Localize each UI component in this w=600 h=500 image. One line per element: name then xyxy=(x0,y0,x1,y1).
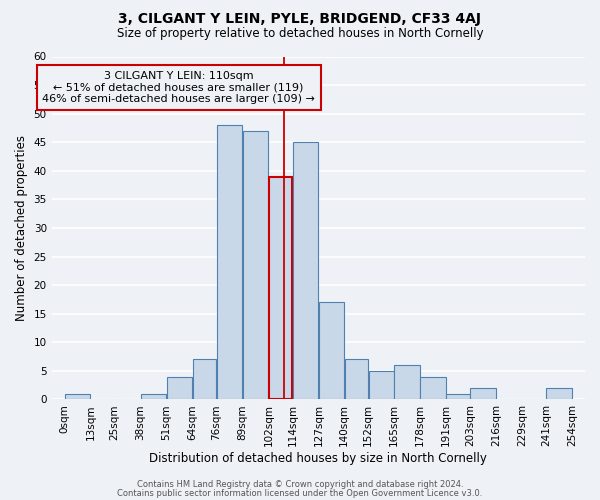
Bar xyxy=(167,376,192,400)
Y-axis label: Number of detached properties: Number of detached properties xyxy=(15,135,28,321)
Bar xyxy=(293,142,318,400)
Text: 3, CILGANT Y LEIN, PYLE, BRIDGEND, CF33 4AJ: 3, CILGANT Y LEIN, PYLE, BRIDGEND, CF33 … xyxy=(119,12,482,26)
Bar xyxy=(470,388,496,400)
Bar xyxy=(421,376,446,400)
Bar xyxy=(394,365,420,400)
Bar xyxy=(368,371,394,400)
Bar xyxy=(547,388,572,400)
Bar xyxy=(217,125,242,400)
Text: 3 CILGANT Y LEIN: 110sqm
← 51% of detached houses are smaller (119)
46% of semi-: 3 CILGANT Y LEIN: 110sqm ← 51% of detach… xyxy=(42,71,315,104)
Bar xyxy=(344,360,368,400)
Bar xyxy=(141,394,166,400)
Text: Size of property relative to detached houses in North Cornelly: Size of property relative to detached ho… xyxy=(116,28,484,40)
Bar xyxy=(319,302,344,400)
Bar xyxy=(242,131,268,400)
Text: Contains public sector information licensed under the Open Government Licence v3: Contains public sector information licen… xyxy=(118,488,482,498)
Bar xyxy=(269,176,292,400)
Bar xyxy=(193,360,216,400)
Bar xyxy=(65,394,91,400)
Text: Contains HM Land Registry data © Crown copyright and database right 2024.: Contains HM Land Registry data © Crown c… xyxy=(137,480,463,489)
Bar xyxy=(446,394,470,400)
X-axis label: Distribution of detached houses by size in North Cornelly: Distribution of detached houses by size … xyxy=(149,452,487,465)
